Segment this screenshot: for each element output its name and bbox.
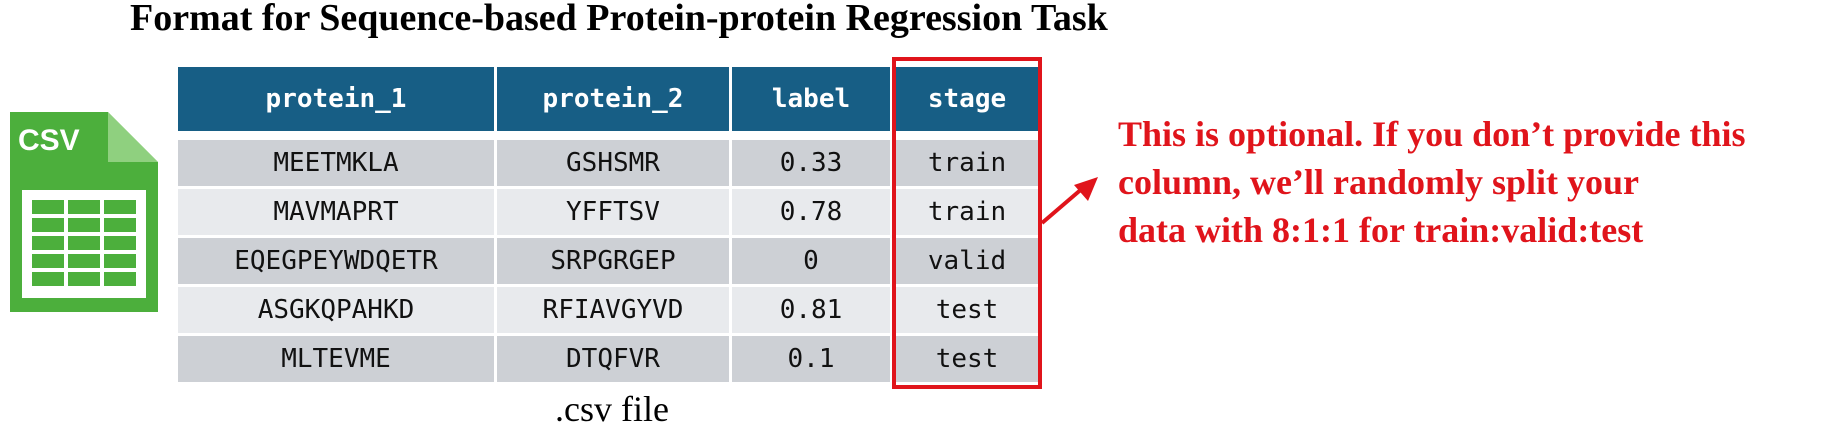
cell-stage: train	[893, 134, 1041, 186]
cell-protein-1: EQEGPEYWDQETR	[178, 238, 494, 284]
header-protein-2: protein_2	[497, 67, 729, 131]
cell-protein-2: YFFTSV	[497, 189, 729, 235]
cell-stage: test	[893, 287, 1041, 333]
cell-label: 0.81	[732, 287, 890, 333]
csv-data-table: protein_1 protein_2 label stage MEETMKLA…	[175, 64, 1044, 385]
header-label: label	[732, 67, 890, 131]
cell-label: 0	[732, 238, 890, 284]
cell-protein-1: MAVMAPRT	[178, 189, 494, 235]
note-line: column, we’ll randomly split your	[1118, 162, 1640, 202]
table-row: MEETMKLA GSHSMR 0.33 train	[178, 134, 1041, 186]
cell-stage: valid	[893, 238, 1041, 284]
cell-label: 0.33	[732, 134, 890, 186]
cell-protein-1: MEETMKLA	[178, 134, 494, 186]
table-row: MLTEVME DTQFVR 0.1 test	[178, 336, 1041, 382]
cell-protein-2: GSHSMR	[497, 134, 729, 186]
csv-file-icon: CSV	[10, 112, 158, 312]
table-row: EQEGPEYWDQETR SRPGRGEP 0 valid	[178, 238, 1041, 284]
cell-protein-2: DTQFVR	[497, 336, 729, 382]
table-row: ASGKQPAHKD RFIAVGYVD 0.81 test	[178, 287, 1041, 333]
cell-stage: test	[893, 336, 1041, 382]
cell-protein-2: SRPGRGEP	[497, 238, 729, 284]
table-row: MAVMAPRT YFFTSV 0.78 train	[178, 189, 1041, 235]
table-caption: .csv file	[555, 389, 669, 429]
note-line: This is optional. If you don’t provide t…	[1118, 114, 1746, 154]
cell-label: 0.78	[732, 189, 890, 235]
header-stage: stage	[893, 67, 1041, 131]
arrow-icon	[1040, 177, 1098, 225]
csv-icon-label: CSV	[18, 124, 80, 157]
note-line: data with 8:1:1 for train:valid:test	[1118, 210, 1644, 250]
cell-protein-1: ASGKQPAHKD	[178, 287, 494, 333]
header-protein-1: protein_1	[178, 67, 494, 131]
cell-protein-1: MLTEVME	[178, 336, 494, 382]
stage-column-highlight	[892, 57, 1042, 389]
page-title: Format for Sequence-based Protein-protei…	[130, 0, 1108, 39]
cell-label: 0.1	[732, 336, 890, 382]
table-header-row: protein_1 protein_2 label stage	[178, 67, 1041, 131]
cell-protein-2: RFIAVGYVD	[497, 287, 729, 333]
cell-stage: train	[893, 189, 1041, 235]
optional-note: This is optional. If you don’t provide t…	[1118, 110, 1818, 254]
